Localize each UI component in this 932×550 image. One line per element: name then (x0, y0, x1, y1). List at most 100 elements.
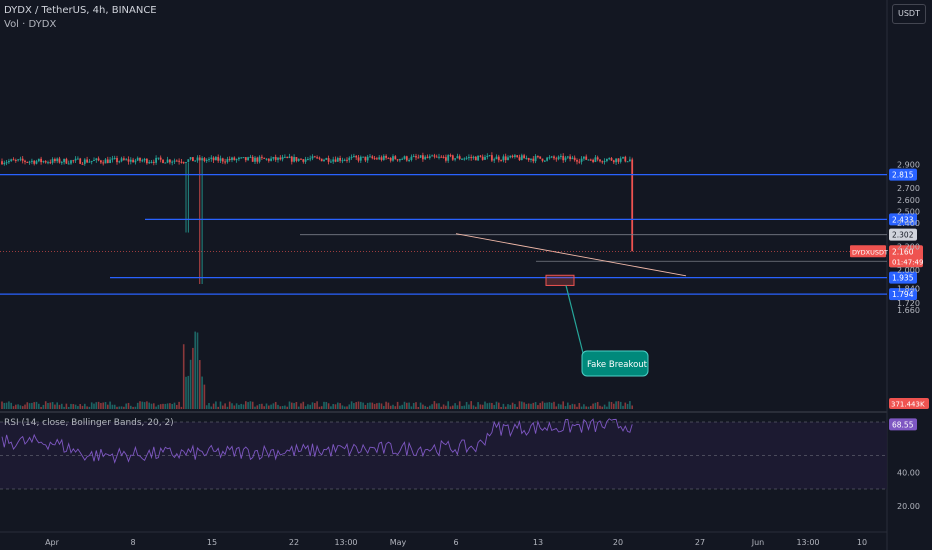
currency-button[interactable]: USDT (892, 4, 926, 24)
candle-body (67, 163, 70, 165)
volume-bar (580, 406, 583, 409)
candle-body (77, 158, 79, 160)
candle-body (226, 158, 229, 163)
volume-bar (173, 402, 176, 409)
volume-bar (240, 403, 242, 409)
volume-bar (458, 401, 461, 409)
volume-bar (95, 402, 98, 409)
candle-body (392, 156, 394, 161)
candle-body (479, 155, 482, 157)
candle-body (495, 156, 498, 160)
candle-body (615, 158, 617, 163)
volume-bar (449, 406, 452, 409)
candle-body (491, 155, 493, 161)
candle-body (624, 156, 627, 162)
volume-bar (504, 406, 507, 409)
candle-body (19, 158, 22, 160)
volume-bar (562, 401, 564, 409)
volume-bar (205, 405, 208, 409)
volume-bar (226, 406, 229, 409)
candle-body (576, 160, 578, 162)
candle-body (21, 158, 24, 161)
candle-body (72, 160, 75, 162)
candle-body (104, 159, 107, 164)
price-tick-label: 1.840 (897, 285, 920, 294)
volume-bar (201, 376, 203, 409)
candle-body (445, 157, 447, 161)
candle-body (366, 156, 369, 161)
candle-body (111, 158, 114, 160)
volume-bar (412, 402, 415, 409)
level-label-2.433: 2.433 (892, 215, 914, 224)
candle-body (560, 155, 562, 157)
candle-body (304, 159, 307, 162)
volume-bar (564, 406, 567, 409)
candle-body (405, 156, 408, 161)
candle-body (323, 159, 325, 162)
level-label-1.794: 1.794 (892, 290, 914, 299)
candle-body (263, 157, 266, 159)
time-tick-label: 15 (207, 538, 217, 547)
volume-bar (5, 402, 8, 409)
candle-body (325, 158, 328, 160)
candle-body (267, 158, 270, 161)
candle-body (320, 158, 323, 162)
volume-legend: Vol · DYDX (4, 19, 57, 30)
price-tick-label: 2.200 (897, 243, 920, 252)
candle-body (350, 156, 353, 158)
volume-bar (387, 402, 390, 409)
volume-bar (525, 403, 528, 409)
candle-body (532, 158, 535, 162)
volume-bar (281, 405, 284, 409)
candle-body (139, 157, 141, 161)
candle-body (435, 156, 438, 158)
fake-breakout-box (545, 274, 575, 286)
volume-bar (116, 406, 118, 409)
volume-bar (155, 406, 157, 409)
volume-bar (247, 402, 249, 409)
candle-body (403, 156, 406, 159)
candle-body (465, 157, 468, 159)
volume-bar (159, 404, 162, 409)
candle-body (309, 158, 312, 160)
candle-body (578, 161, 581, 163)
candle-body (270, 158, 272, 161)
volume-bar (341, 405, 344, 409)
volume-bar (350, 401, 353, 409)
volume-bar (541, 401, 544, 409)
candle-body (359, 156, 362, 161)
level-label-1.935: 1.935 (892, 274, 914, 283)
candle-body (134, 160, 137, 163)
volume-bar (104, 401, 107, 409)
volume-bar (596, 401, 599, 409)
volume-bar (353, 403, 355, 409)
candle-body (100, 160, 102, 163)
volume-bar (67, 406, 70, 409)
candle-body (231, 157, 233, 161)
volume-bar (576, 406, 578, 409)
time-tick-label: 6 (453, 538, 458, 547)
volume-bar (431, 404, 433, 409)
candle-body (474, 156, 477, 161)
volume-bar (385, 401, 387, 409)
candle-body (79, 158, 82, 164)
volume-bar (557, 403, 560, 409)
volume-bar (327, 403, 330, 409)
volume-bar (277, 404, 279, 409)
candle-body (47, 162, 49, 164)
volume-bar (403, 401, 406, 409)
volume-bar (601, 406, 604, 409)
candle-body (497, 156, 500, 161)
candle-body (470, 157, 473, 159)
volume-bar (215, 401, 217, 409)
candle-body (106, 159, 109, 164)
candle-body (44, 161, 47, 163)
candle-body (90, 160, 93, 162)
volume-bar (396, 401, 399, 409)
candle-body (150, 161, 153, 163)
price-tick-label: 2.900 (897, 161, 920, 170)
candle-body (573, 157, 576, 161)
level-label-bg-2.433 (889, 213, 917, 226)
price-tick-label: 2.400 (897, 219, 920, 228)
